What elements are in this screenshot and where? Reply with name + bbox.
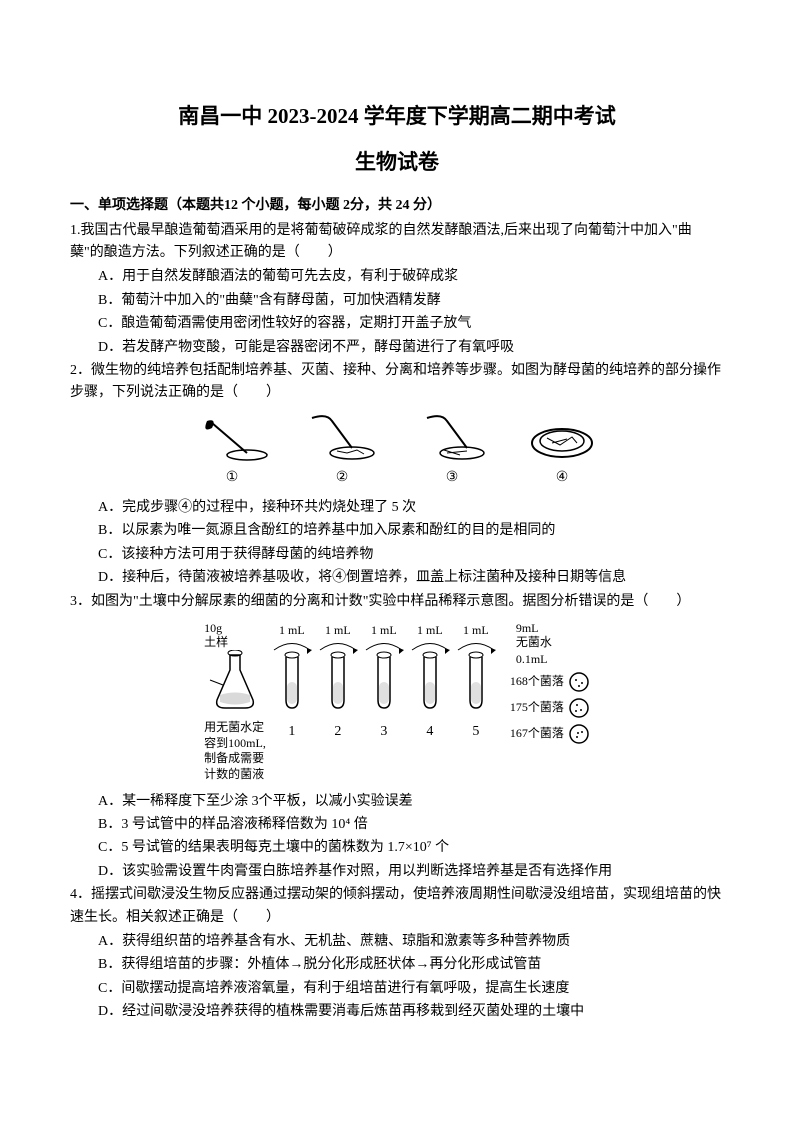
streak-plate-icon — [302, 413, 382, 463]
tube-icon — [364, 642, 404, 712]
q2-option-c: C．该接种方法可用于获得酵母菌的纯培养物 — [70, 544, 724, 566]
tube-icon — [272, 642, 312, 712]
q2-fig2-label: ② — [302, 467, 382, 489]
q2-stem: 2．微生物的纯培养包括配制培养基、灭菌、接种、分离和培养等步骤。如图为酵母菌的纯… — [70, 360, 724, 405]
tube-1: 1 mL 1 — [272, 621, 312, 743]
q2-fig2: ② — [302, 413, 382, 489]
exam-title-line2: 生物试卷 — [70, 146, 724, 180]
petri-icon — [568, 697, 590, 719]
q2-fig1: ① — [192, 413, 272, 489]
q1-stem: 1.我国古代最早酿造葡萄酒采用的是将葡萄破碎成浆的自然发酵酿酒法,后来出现了向葡… — [70, 220, 724, 265]
section-header: 一、单项选择题（本题共12 个小题，每小题 2分，共 24 分） — [70, 195, 724, 217]
petri-icon — [568, 723, 590, 745]
vol-5: 1 mL — [463, 621, 489, 640]
q3-diagram: 10g 土样 用无菌水定 容到100mL, 制备成需要 计数的菌液 1 mL — [70, 621, 724, 783]
tube-3-label: 3 — [364, 721, 404, 743]
flask-icon — [205, 650, 265, 710]
q1-option-a: A．用于自然发酵酿酒法的葡萄可先去皮，有利于破碎成浆 — [70, 266, 724, 288]
streak-plate-2-icon — [412, 413, 492, 463]
tube-5-label: 5 — [456, 721, 496, 743]
plate-2-label: 175个菌落 — [510, 698, 564, 717]
inoculation-loop-icon — [192, 413, 272, 463]
q3-option-c: C．5 号试管的结果表明每克土壤中的菌株数为 1.7×10⁷ 个 — [70, 837, 724, 859]
plates-column: 9mL 无菌水 0.1mL 168个菌落 175个菌落 167个菌落 — [510, 621, 590, 747]
tube-4-label: 4 — [410, 721, 450, 743]
soil-label: 10g 土样 — [204, 621, 266, 650]
plate-3-label: 167个菌落 — [510, 724, 564, 743]
q4-option-b: B．获得组培苗的步骤：外植体→脱分化形成胚状体→再分化形成试管苗 — [70, 954, 724, 976]
tube-1-label: 1 — [272, 721, 312, 743]
q2-option-b: B．以尿素为唯一氮源且含酚红的培养基中加入尿素和酚红的目的是相同的 — [70, 520, 724, 542]
q1-option-b: B．葡萄汁中加入的"曲蘖"含有酵母菌，可加快酒精发酵 — [70, 290, 724, 312]
q2-figure: ① ② ③ ④ — [70, 413, 724, 489]
flask-caption: 用无菌水定 容到100mL, 制备成需要 计数的菌液 — [204, 720, 266, 782]
plate-1-label: 168个菌落 — [510, 672, 564, 691]
q3-option-b: B．3 号试管中的样品溶液稀释倍数为 10⁴ 倍 — [70, 814, 724, 836]
q2-fig3: ③ — [412, 413, 492, 489]
tube-icon — [318, 642, 358, 712]
water-label: 9mL 无菌水 — [516, 621, 552, 650]
vol-3: 1 mL — [371, 621, 397, 640]
q4-option-a: A．获得组织苗的培养基含有水、无机盐、蔗糖、琼脂和激素等多种营养物质 — [70, 931, 724, 953]
tube-2: 1 mL 2 — [318, 621, 358, 743]
tube-4: 1 mL 4 — [410, 621, 450, 743]
q3-option-a: A．某一稀释度下至少涂 3个平板，以减小实验误差 — [70, 791, 724, 813]
vol-1: 1 mL — [279, 621, 305, 640]
flask: 10g 土样 用无菌水定 容到100mL, 制备成需要 计数的菌液 — [204, 621, 266, 783]
q4-option-c: C．间歇摆动提高培养液溶氧量，有利于组培苗进行有氧呼吸，提高生长速度 — [70, 978, 724, 1000]
q4-stem: 4．摇摆式间歇浸没生物反应器通过摆动架的倾斜摆动，使培养液周期性间歇浸没组培苗，… — [70, 884, 724, 929]
tube-icon — [456, 642, 496, 712]
vol-2: 1 mL — [325, 621, 351, 640]
q2-fig3-label: ③ — [412, 467, 492, 489]
petri-dish-icon — [522, 413, 602, 463]
q1-option-d: D．若发酵产物变酸，可能是容器密闭不严，酵母菌进行了有氧呼吸 — [70, 337, 724, 359]
q2-option-a: A．完成步骤④的过程中，接种环共灼烧处理了 5 次 — [70, 497, 724, 519]
vol-4: 1 mL — [417, 621, 443, 640]
tube-3: 1 mL 3 — [364, 621, 404, 743]
q2-fig1-label: ① — [192, 467, 272, 489]
q4-option-d: D．经过间歇浸没培养获得的植株需要消毒后炼苗再移栽到经灭菌处理的土壤中 — [70, 1001, 724, 1023]
petri-icon — [568, 671, 590, 693]
q1-option-c: C．酿造葡萄酒需使用密闭性较好的容器，定期打开盖子放气 — [70, 313, 724, 335]
q2-fig4: ④ — [522, 413, 602, 489]
tube-2-label: 2 — [318, 721, 358, 743]
exam-title-line1: 南昌一中 2023-2024 学年度下学期高二期中考试 — [70, 100, 724, 134]
tube-icon — [410, 642, 450, 712]
q2-fig4-label: ④ — [522, 467, 602, 489]
tube-5: 1 mL 5 — [456, 621, 496, 743]
aliquot-label: 0.1mL — [516, 650, 548, 669]
q2-option-d: D．接种后，待菌液被培养基吸收，将④倒置培养，皿盖上标注菌种及接种日期等信息 — [70, 567, 724, 589]
q3-stem: 3．如图为"土壤中分解尿素的细菌的分离和计数"实验中样品稀释示意图。据图分析错误… — [70, 591, 724, 613]
q3-option-d: D．该实验需设置牛肉膏蛋白胨培养基作对照，用以判断选择培养基是否有选择作用 — [70, 861, 724, 883]
